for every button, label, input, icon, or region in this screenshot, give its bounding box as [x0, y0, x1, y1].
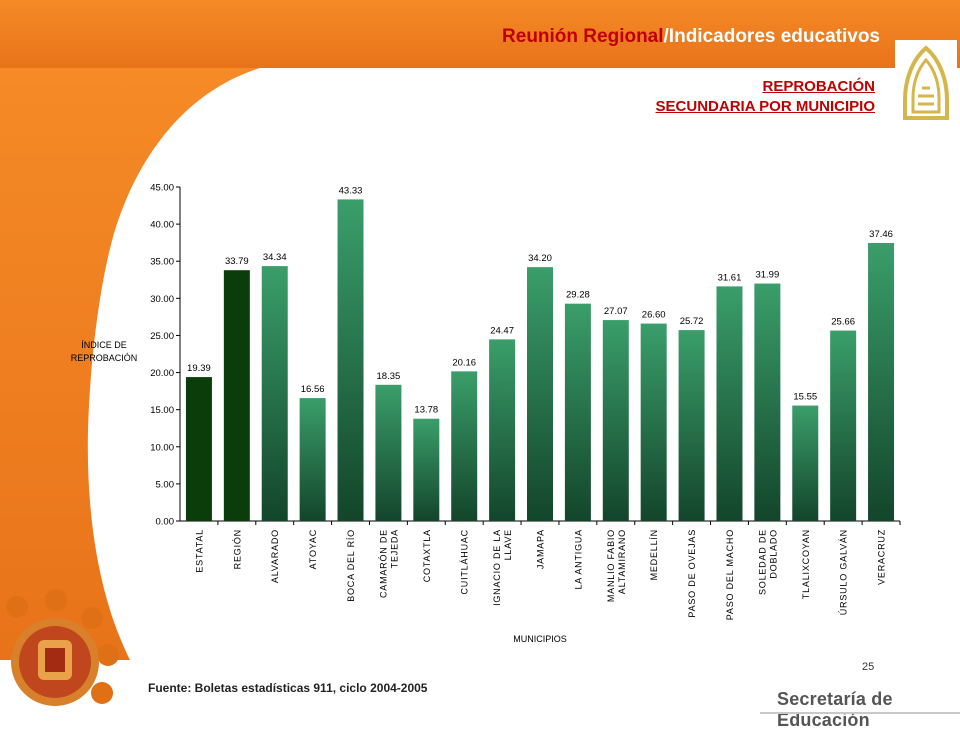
data-label: 13.78 — [414, 405, 438, 416]
bar — [868, 242, 895, 521]
bar — [792, 405, 819, 521]
x-category-label: ALTAMIRANO — [617, 529, 627, 594]
data-label: 34.20 — [528, 253, 552, 264]
bar — [678, 330, 705, 521]
bar — [527, 267, 553, 521]
subtitle-line-1: REPROBACIÓN — [762, 78, 875, 95]
y-axis-label: ÍNDICE DE REPROBACIÓN — [58, 339, 150, 365]
x-category-label: COTAXTLA — [422, 529, 432, 582]
data-label: 20.16 — [452, 357, 476, 368]
left-swoosh — [0, 68, 260, 660]
x-category-label: LA ANTIGUA — [573, 529, 583, 590]
source-note: Fuente: Boletas estadísticas 911, ciclo … — [148, 681, 428, 695]
bar — [830, 330, 857, 521]
bar — [451, 371, 478, 521]
x-category-label: ALVARADO — [270, 529, 280, 583]
data-label: 24.47 — [490, 325, 514, 336]
x-category-label: ESTATAL — [194, 529, 204, 573]
top-right-logo — [895, 40, 957, 125]
data-label: 43.33 — [339, 185, 363, 196]
x-category-label: DOBLADO — [768, 529, 778, 579]
bar — [602, 320, 629, 521]
data-label: 31.61 — [718, 272, 742, 283]
data-label: 27.07 — [604, 306, 628, 317]
x-category-label: IGNACIO DE LA — [492, 529, 502, 606]
y-tick-label: 0.00 — [156, 517, 175, 528]
y-axis-label-line-2: REPROBACIÓN — [70, 353, 138, 363]
bar — [640, 323, 667, 521]
x-axis-label: MUNICIPIOS — [513, 634, 567, 644]
bar — [299, 398, 326, 521]
bar — [185, 377, 212, 521]
y-tick-label: 20.00 — [150, 368, 174, 379]
header-band — [0, 0, 960, 68]
data-label: 31.99 — [755, 270, 779, 281]
bar — [261, 266, 288, 521]
bar — [754, 283, 781, 521]
x-category-label: TLALIXCOYAN — [801, 529, 811, 599]
bar — [489, 339, 516, 521]
data-label: 16.56 — [301, 384, 325, 395]
state-emblem — [6, 589, 119, 706]
y-tick-label: 15.00 — [150, 405, 174, 416]
page-number: 25 — [862, 661, 875, 673]
x-category-label: SOLEDAD DE — [757, 529, 767, 595]
x-category-label: CAMARÓN DE — [378, 529, 388, 598]
data-label: 19.39 — [187, 363, 211, 374]
bar — [375, 384, 402, 521]
bar — [716, 286, 743, 521]
header-title: Reunión Regional/Indicadores educativos — [390, 26, 880, 48]
y-tick-label: 40.00 — [150, 220, 174, 231]
x-category-label: MEDELLÍN — [649, 529, 659, 580]
bar — [564, 303, 591, 521]
data-label: 18.35 — [377, 371, 401, 382]
data-label: 29.28 — [566, 290, 590, 301]
x-category-label: ATOYAC — [308, 529, 318, 569]
y-tick-label: 25.00 — [150, 331, 174, 342]
subtitle-line-2: SECUNDARIA POR MUNICIPIO — [655, 98, 875, 115]
data-label: 25.72 — [680, 316, 704, 327]
data-label: 25.66 — [831, 317, 855, 328]
header-title-accent: Reunión Regional — [502, 26, 664, 47]
y-tick-label: 10.00 — [150, 442, 174, 453]
y-tick-label: 35.00 — [150, 257, 174, 268]
y-axis-label-line-1: ÍNDICE DE — [81, 340, 127, 350]
x-category-label: VERACRUZ — [877, 529, 887, 585]
bar — [223, 270, 250, 521]
x-category-label: TEJEDA — [389, 529, 399, 568]
x-category-label: PASO DE OVEJAS — [687, 529, 697, 618]
y-tick-label: 5.00 — [156, 479, 175, 490]
chart-subtitle: REPROBACIÓN SECUNDARIA POR MUNICIPIO — [520, 77, 875, 117]
x-category-label: CUITLÁHUAC — [460, 529, 470, 595]
footer-rule — [760, 712, 960, 714]
header-title-rest: /Indicadores educativos — [663, 26, 880, 47]
x-category-label: PASO DEL MACHO — [725, 529, 735, 620]
data-label: 34.34 — [263, 252, 287, 263]
x-category-label: MANLIO FABIO — [606, 529, 616, 602]
data-label: 37.46 — [869, 229, 893, 240]
bar — [337, 199, 364, 521]
data-label: 26.60 — [642, 310, 666, 321]
y-tick-label: 30.00 — [150, 294, 174, 305]
x-category-label: ÚRSULO GALVÁN — [839, 529, 849, 615]
x-category-label: BOCA DEL RÍO — [346, 529, 356, 602]
data-label: 15.55 — [793, 392, 817, 403]
x-category-label: REGIÓN — [232, 529, 242, 569]
y-tick-label: 45.00 — [150, 183, 174, 194]
bar — [413, 418, 440, 521]
footer-org-name: Secretaría de Educación — [777, 689, 893, 730]
data-label: 33.79 — [225, 256, 249, 267]
x-category-label: LLAVE — [503, 529, 513, 560]
x-category-label: JAMAPA — [536, 529, 546, 569]
